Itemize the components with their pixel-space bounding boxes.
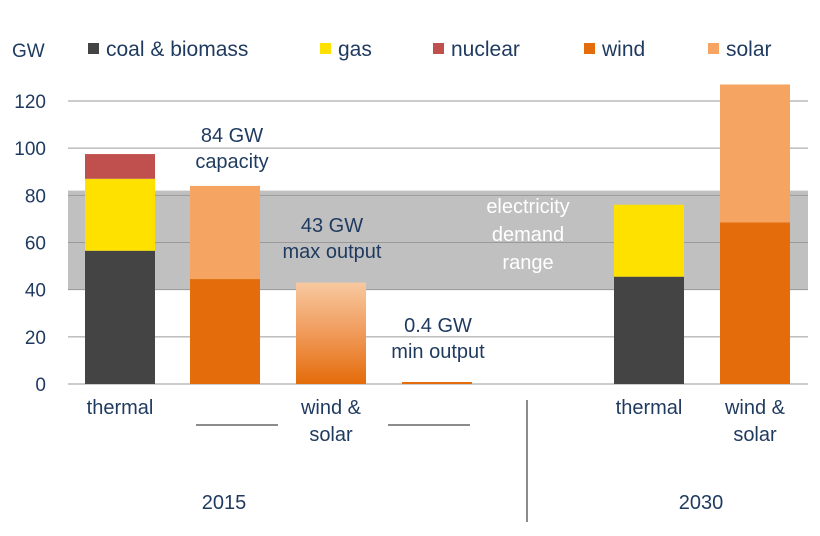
legend-label: nuclear bbox=[451, 38, 520, 61]
demand-band-label-line: range bbox=[502, 252, 553, 274]
legend-swatch bbox=[584, 43, 595, 54]
y-tick-labels: 0 20 40 60 80 100 120 bbox=[14, 92, 46, 396]
bar-3 bbox=[296, 282, 366, 384]
legend-label: wind bbox=[601, 38, 645, 61]
legend-swatch bbox=[708, 43, 719, 54]
bar-6 bbox=[720, 84, 790, 384]
bar-5 bbox=[614, 204, 684, 384]
y-tick-label: 0 bbox=[35, 375, 46, 396]
y-tick-label: 20 bbox=[25, 328, 46, 349]
group-label-2030: 2030 bbox=[679, 492, 724, 514]
legend-item: nuclear bbox=[433, 38, 520, 61]
legend-item: solar bbox=[708, 38, 772, 61]
annotation-line: min output bbox=[391, 341, 485, 363]
group-label-2015: 2015 bbox=[202, 492, 247, 514]
annotation-line: capacity bbox=[195, 151, 268, 173]
y-axis-label: GW bbox=[12, 41, 45, 62]
y-tick-label: 80 bbox=[25, 186, 46, 207]
bar-segment-solar bbox=[720, 84, 790, 223]
category-label: wind & bbox=[724, 397, 786, 419]
bar-segment-wind bbox=[402, 382, 472, 384]
annotation-line: 43 GW bbox=[301, 215, 363, 237]
legend-item: wind bbox=[584, 38, 645, 61]
bar-segment-gas bbox=[614, 204, 684, 277]
legend-label: gas bbox=[338, 38, 372, 61]
bar-4 bbox=[402, 382, 472, 384]
category-label: solar bbox=[309, 424, 353, 446]
category-label: thermal bbox=[616, 397, 683, 419]
y-tick-label: 100 bbox=[14, 139, 46, 160]
annotations: 84 GW capacity 43 GW max output 0.4 GW min ou… bbox=[195, 125, 485, 363]
demand-band-label: electricity demand range bbox=[486, 196, 569, 274]
category-label: wind & bbox=[300, 397, 362, 419]
legend-label: coal & biomass bbox=[106, 38, 248, 61]
legend-item: gas bbox=[320, 38, 372, 61]
annotation-line: max output bbox=[283, 241, 382, 263]
legend: coal & biomass gas nuclear wind solar bbox=[88, 38, 772, 61]
legend-swatch bbox=[320, 43, 331, 54]
demand-band-label-line: demand bbox=[492, 224, 564, 246]
annotation-line: 0.4 GW bbox=[404, 315, 472, 337]
y-tick-label: 120 bbox=[14, 92, 46, 113]
demand-band bbox=[68, 190, 808, 290]
bar-segment-solar bbox=[190, 185, 260, 280]
legend-swatch bbox=[88, 43, 99, 54]
annotation-line: 84 GW bbox=[201, 125, 263, 147]
demand-band-label-line: electricity bbox=[486, 196, 569, 218]
bar-segment-wind bbox=[190, 279, 260, 384]
legend-swatch bbox=[433, 43, 444, 54]
bar-segment-coal-biomass bbox=[614, 276, 684, 384]
y-tick-label: 60 bbox=[25, 234, 46, 255]
legend-label: solar bbox=[726, 38, 772, 61]
bar-segment-nuclear bbox=[85, 154, 155, 179]
bar-2 bbox=[190, 185, 260, 384]
bar-segment-gas bbox=[85, 178, 155, 251]
bar-segment-wind-solar bbox=[296, 282, 366, 384]
y-tick-label: 40 bbox=[25, 281, 46, 302]
category-label: thermal bbox=[87, 397, 154, 419]
bar-segment-wind bbox=[720, 222, 790, 384]
bar-1 bbox=[85, 154, 155, 384]
legend-item: coal & biomass bbox=[88, 38, 248, 61]
category-labels: thermal wind & solar thermal wind & solar bbox=[87, 397, 786, 446]
category-label: solar bbox=[733, 424, 777, 446]
bars bbox=[85, 84, 790, 384]
bar-segment-coal-biomass bbox=[85, 250, 155, 384]
